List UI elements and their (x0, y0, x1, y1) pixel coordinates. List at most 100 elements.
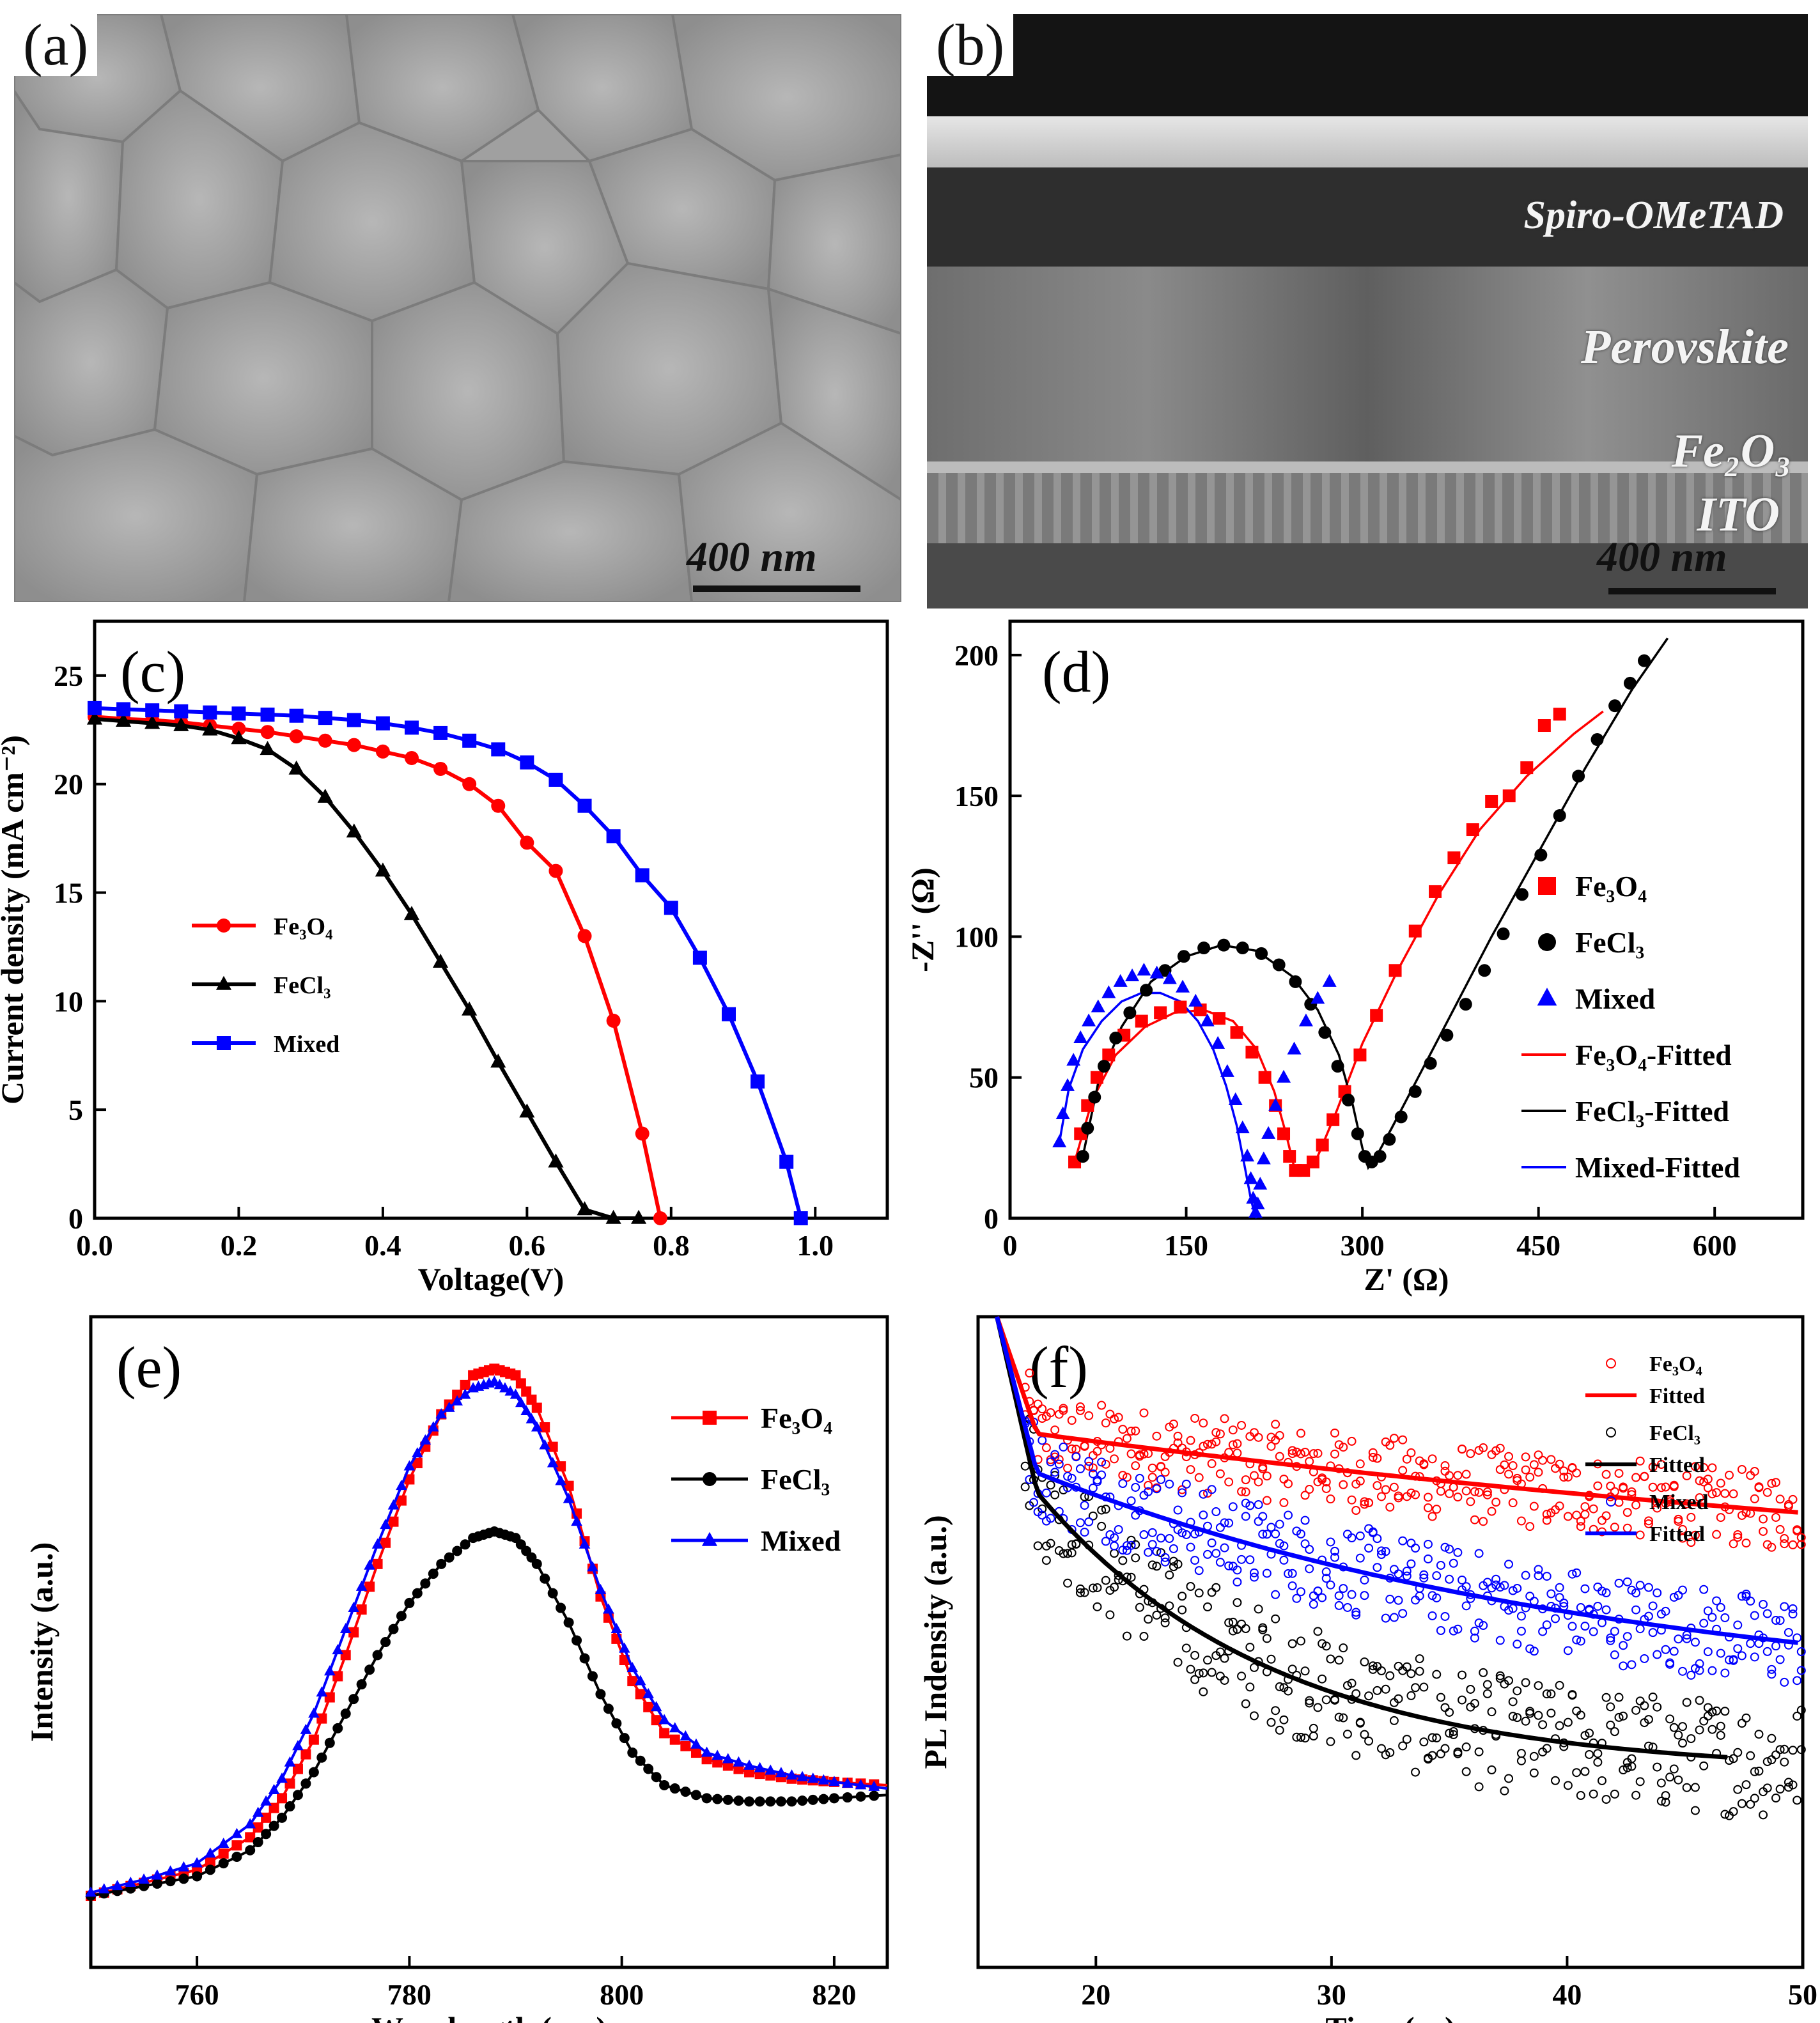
data-point (1678, 1524, 1688, 1534)
data-point (1033, 1399, 1043, 1409)
data-point (1279, 1498, 1289, 1507)
data-point (1555, 1501, 1564, 1511)
data-point (375, 716, 390, 731)
data-point (807, 1772, 819, 1783)
data-point (203, 705, 217, 720)
data-point (1360, 1497, 1369, 1507)
data-point (1135, 1014, 1148, 1028)
data-point (1470, 1633, 1479, 1643)
data-point (1631, 1605, 1641, 1615)
data-point (1411, 1490, 1420, 1500)
data-point (1644, 1583, 1653, 1592)
data-point (669, 1734, 680, 1745)
data-point (1181, 1530, 1191, 1539)
data-point (1224, 1561, 1234, 1570)
data-point (1287, 1446, 1297, 1455)
data-point (1249, 1568, 1259, 1577)
data-point (1197, 942, 1211, 955)
y-axis-label: Intensity (a.u.) (24, 1542, 59, 1742)
data-point (138, 1873, 150, 1884)
data-point (1296, 1733, 1305, 1742)
data-point (1254, 1500, 1263, 1510)
data-point (261, 1812, 272, 1823)
chart-e: 760 780 800 820 Wavelength (nm) Intensity (a.… (24, 1315, 889, 2023)
data-point (491, 742, 506, 757)
data-point (1249, 1572, 1259, 1582)
data-point (88, 701, 102, 715)
data-point (1215, 1647, 1225, 1657)
data-point (1576, 1791, 1585, 1801)
data-point (751, 1074, 765, 1089)
data-point (1118, 1556, 1128, 1565)
data-point (1190, 1675, 1200, 1684)
data-point (1513, 1473, 1522, 1483)
data-point (1178, 1528, 1187, 1538)
data-point (1775, 1494, 1785, 1504)
legend-marker (1606, 1496, 1616, 1507)
legend-marker (1538, 933, 1556, 951)
data-point (1741, 1780, 1751, 1790)
data-point (1097, 1521, 1107, 1531)
data-point (1287, 1581, 1297, 1591)
data-point (1619, 1641, 1628, 1650)
data-point (1126, 1540, 1136, 1550)
data-point (1258, 1071, 1272, 1084)
data-point (680, 1740, 691, 1751)
data-point (1478, 964, 1491, 977)
data-point (1275, 1452, 1284, 1461)
data-point (1202, 1602, 1212, 1612)
data-point (606, 829, 621, 844)
data-point (1139, 1530, 1149, 1540)
data-point (548, 864, 563, 878)
data-point (635, 868, 649, 883)
data-point (1351, 1751, 1361, 1760)
layer-ito (927, 473, 1808, 543)
data-point (1733, 1748, 1743, 1757)
data-point (595, 1583, 607, 1594)
data-point (1224, 1448, 1234, 1457)
data-point (1224, 1518, 1234, 1528)
data-point (1126, 1572, 1136, 1582)
data-point (1640, 1471, 1649, 1481)
data-point (1029, 1498, 1038, 1507)
data-point (1237, 1420, 1247, 1430)
data-point (1300, 1733, 1310, 1743)
data-point (1220, 1518, 1229, 1528)
data-point (1305, 1457, 1314, 1466)
data-point (1190, 1556, 1200, 1565)
data-point (1572, 1635, 1582, 1645)
data-point (1351, 1610, 1361, 1620)
data-point (733, 1756, 745, 1767)
data-point (1211, 1437, 1221, 1446)
data-point (1461, 1469, 1471, 1479)
data-point (1334, 1655, 1344, 1665)
data-point (111, 1880, 123, 1891)
data-point (1669, 1647, 1679, 1656)
data-point (1504, 1774, 1514, 1783)
data-point (1796, 1647, 1806, 1657)
data-point (1237, 1487, 1247, 1496)
data-point (510, 1370, 521, 1381)
data-point (1272, 958, 1286, 972)
data-point (260, 741, 276, 756)
data-point (1572, 1468, 1582, 1478)
data-point (1402, 1567, 1412, 1576)
data-point (1601, 1469, 1611, 1479)
data-point (556, 1461, 566, 1472)
data-point (1339, 1643, 1348, 1653)
data-point (765, 1796, 776, 1807)
data-point (268, 1783, 280, 1794)
data-point (1277, 1127, 1291, 1140)
data-point (1707, 1613, 1717, 1622)
data-point (1521, 1678, 1530, 1687)
data-point (1135, 1602, 1144, 1612)
data-point (1228, 1440, 1238, 1450)
legend-label: Mixed (1649, 1491, 1709, 1514)
data-point (1656, 1460, 1666, 1469)
data-point (1212, 1012, 1225, 1025)
data-point (579, 1538, 591, 1549)
data-point (1427, 1751, 1437, 1760)
data-point (1284, 1686, 1293, 1696)
data-point (1084, 1457, 1094, 1466)
data-point (1546, 1455, 1556, 1464)
